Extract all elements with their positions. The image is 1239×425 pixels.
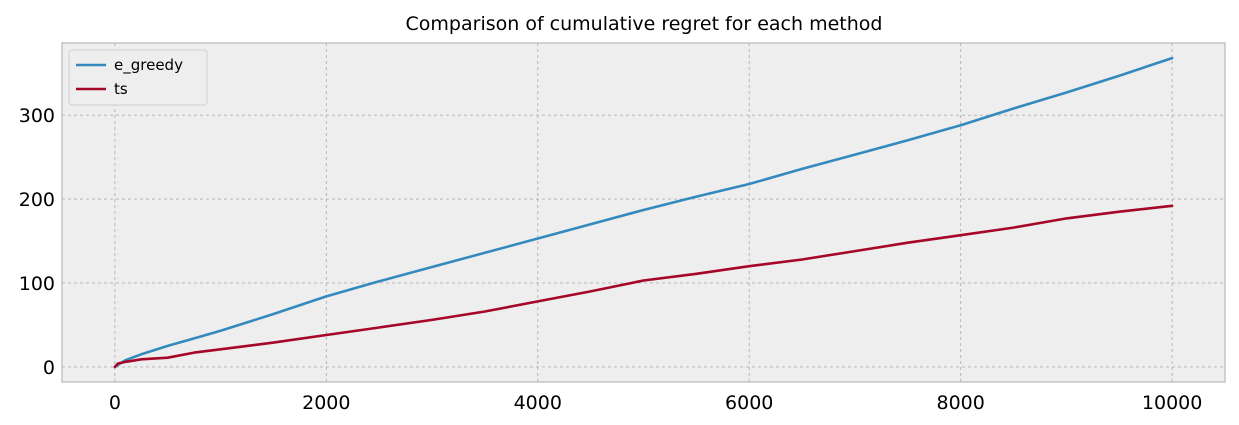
x-tick-label: 10000 — [1142, 392, 1202, 414]
plot-background — [62, 43, 1225, 382]
y-tick-label: 100 — [19, 273, 55, 295]
x-tick-label: 6000 — [725, 392, 773, 414]
y-tick-label: 0 — [43, 357, 55, 379]
x-tick-label: 8000 — [937, 392, 985, 414]
x-tick-label: 2000 — [302, 392, 350, 414]
series-line-e-greedy — [113, 56, 1174, 369]
chart-title: Comparison of cumulative regret for each… — [406, 13, 883, 35]
legend-label: e_greedy — [114, 56, 183, 75]
plot-frame — [61, 42, 1226, 383]
x-tick-label: 4000 — [514, 392, 562, 414]
y-tick-label: 200 — [19, 189, 55, 211]
series-line-ts — [113, 204, 1174, 369]
grid — [62, 43, 1225, 382]
legend-label: ts — [114, 80, 128, 98]
x-tick-label: 0 — [109, 392, 121, 414]
series-layer — [113, 56, 1174, 369]
y-tick-label: 300 — [19, 105, 55, 127]
tick-labels: 0 2000 4000 6000 8000 10000 0 100 200 300 — [19, 105, 1203, 414]
